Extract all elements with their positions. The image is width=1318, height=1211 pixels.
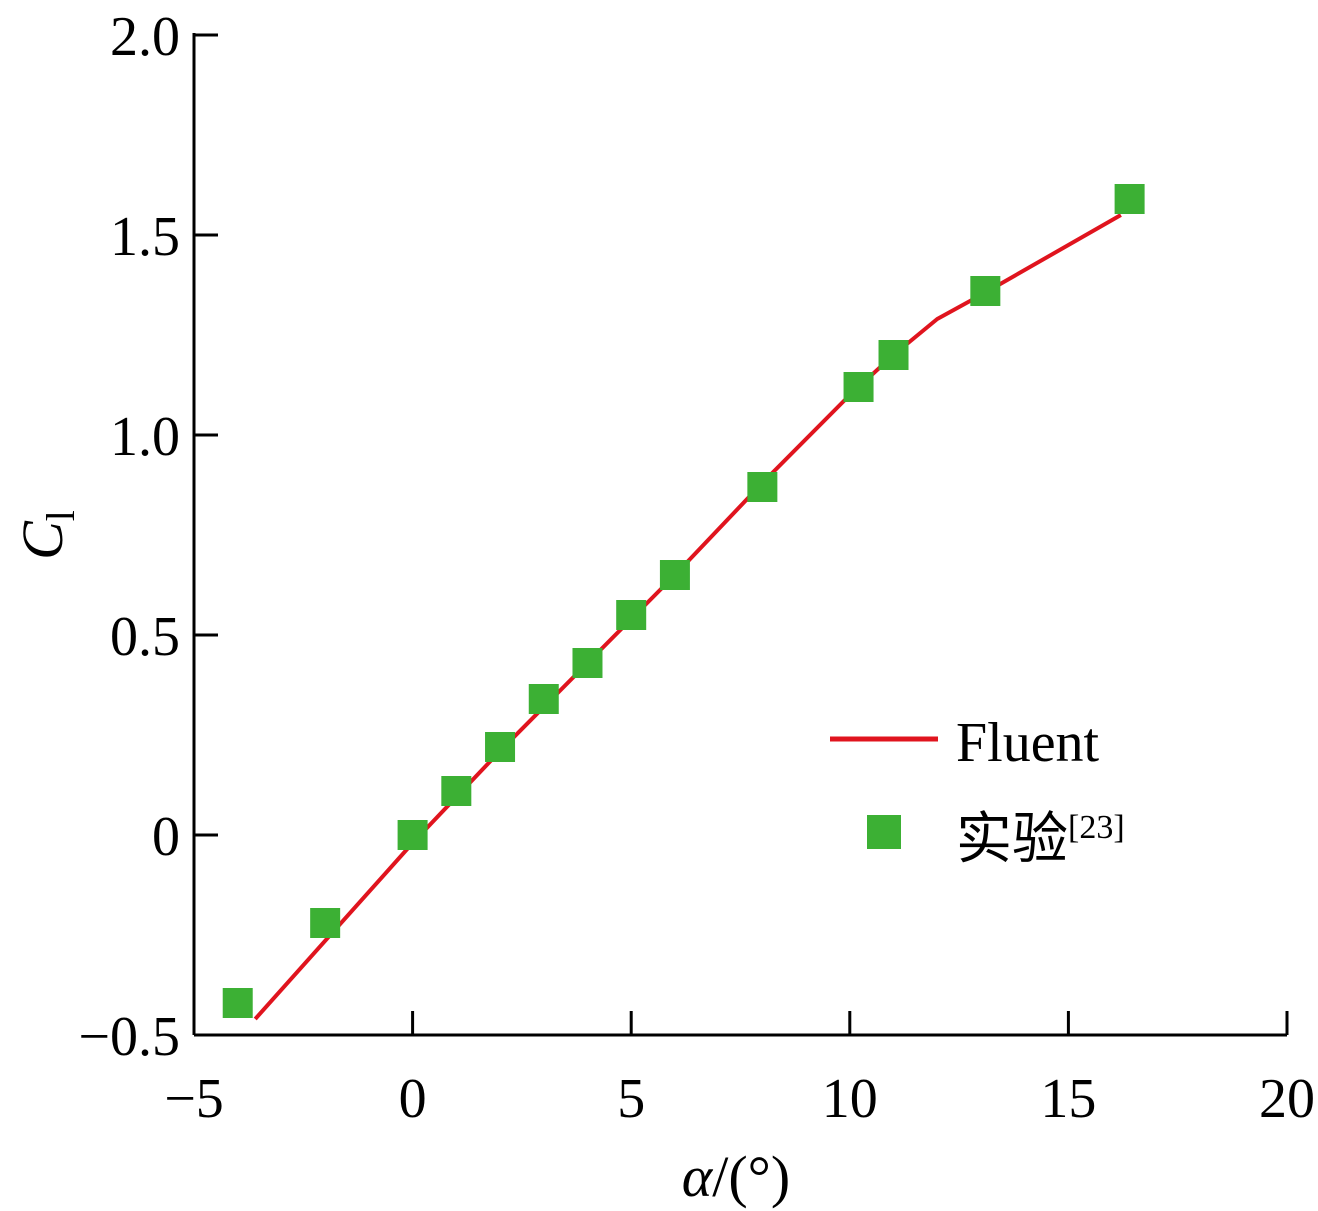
x-axis-title: α/(°) — [682, 1144, 790, 1209]
y-tick-label: 1.0 — [110, 406, 180, 468]
experiment-point — [616, 600, 647, 630]
legend-label-experiment: 实验[23] — [956, 809, 1125, 871]
experiment-point — [747, 472, 778, 502]
legend-label-fluent: Fluent — [956, 712, 1100, 774]
series-layer — [222, 184, 1145, 1021]
x-tick-label: 10 — [822, 1068, 878, 1130]
y-axis-title-main: C — [10, 520, 75, 560]
y-tick-label: −0.5 — [78, 1006, 180, 1068]
experiment-point — [1114, 184, 1145, 214]
axes: −0.5 0 0.5 1.0 1.5 2.0 −5 0 5 10 15 20 — [78, 6, 1315, 1130]
experiment-point — [659, 560, 690, 590]
experiment-point — [222, 988, 253, 1018]
experiment-point — [310, 908, 341, 938]
x-axis-title-main: α — [682, 1144, 714, 1209]
legend-label-experiment-sup: [23] — [1068, 809, 1125, 846]
x-tick-label: 20 — [1259, 1068, 1315, 1130]
y-axis-title-sub: l — [38, 510, 83, 521]
legend-label-experiment-main: 实验 — [956, 809, 1068, 871]
y-tick-label: 0 — [152, 806, 180, 868]
x-tick-label: 5 — [617, 1068, 645, 1130]
experiment-point — [397, 820, 428, 850]
experiment-point — [878, 340, 909, 370]
experiment-point — [528, 684, 559, 714]
x-tick-label: 0 — [399, 1068, 427, 1130]
experiment-point — [485, 732, 516, 762]
y-tick-label: 0.5 — [110, 606, 180, 668]
x-tick-label: −5 — [164, 1068, 224, 1130]
series-line-fluent — [253, 213, 1122, 1021]
experiment-point — [843, 372, 874, 402]
y-tick-label: 2.0 — [110, 6, 180, 68]
experiment-point — [572, 648, 603, 678]
x-tick-label: 15 — [1040, 1068, 1096, 1130]
legend-square-swatch — [867, 815, 901, 849]
legend: Fluent 实验[23] — [830, 712, 1125, 871]
experiment-point — [970, 276, 1001, 306]
y-axis-title: Cl — [10, 510, 83, 560]
axis-titles: α/(°) Cl — [10, 510, 790, 1209]
experiment-point — [441, 776, 472, 806]
x-axis-title-unit: /(°) — [712, 1144, 790, 1209]
y-tick-label: 1.5 — [110, 206, 180, 268]
